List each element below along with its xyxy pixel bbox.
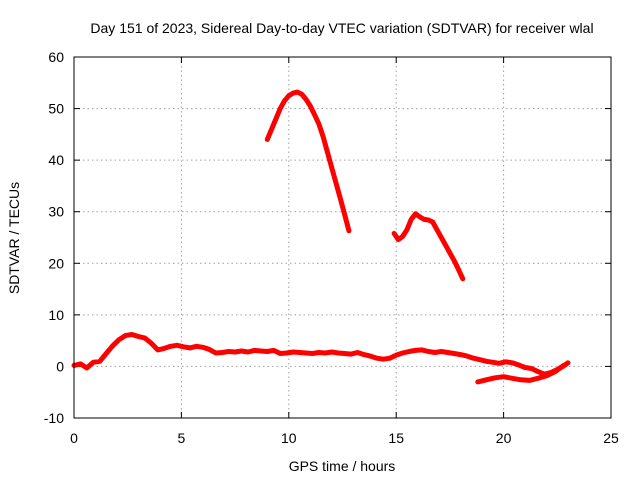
y-tick-label: -10 bbox=[44, 410, 64, 426]
tick-labels: 0 5 10 15 20 25 -10 0 10 20 30 40 50 60 bbox=[44, 49, 619, 446]
y-tick-label: 10 bbox=[48, 307, 64, 323]
series-line-baseline-lower-end bbox=[475, 362, 567, 385]
series-group bbox=[71, 89, 571, 385]
x-tick-label: 5 bbox=[178, 430, 186, 446]
x-tick-label: 25 bbox=[603, 430, 619, 446]
y-axis-label: SDTVAR / TECUs bbox=[6, 182, 22, 294]
grid-lines bbox=[74, 57, 611, 418]
x-tick-label: 10 bbox=[281, 430, 297, 446]
x-tick-label: 0 bbox=[70, 430, 78, 446]
x-tick-label: 15 bbox=[388, 430, 404, 446]
y-tick-label: 0 bbox=[56, 358, 64, 374]
y-tick-label: 30 bbox=[48, 204, 64, 220]
chart-title: Day 151 of 2023, Sidereal Day-to-day VTE… bbox=[90, 20, 593, 36]
x-tick-label: 20 bbox=[496, 430, 512, 446]
plot-frame bbox=[73, 56, 612, 419]
y-tick-label: 50 bbox=[48, 101, 64, 117]
y-tick-label: 20 bbox=[48, 255, 64, 271]
series-line-excursion-1 bbox=[264, 89, 352, 234]
series-line-excursion-2 bbox=[391, 211, 466, 282]
y-tick-label: 40 bbox=[48, 152, 64, 168]
x-axis-label: GPS time / hours bbox=[289, 458, 396, 474]
series-line-baseline-main bbox=[71, 332, 571, 377]
axis-ticks bbox=[73, 56, 612, 419]
y-tick-label: 60 bbox=[48, 49, 64, 65]
